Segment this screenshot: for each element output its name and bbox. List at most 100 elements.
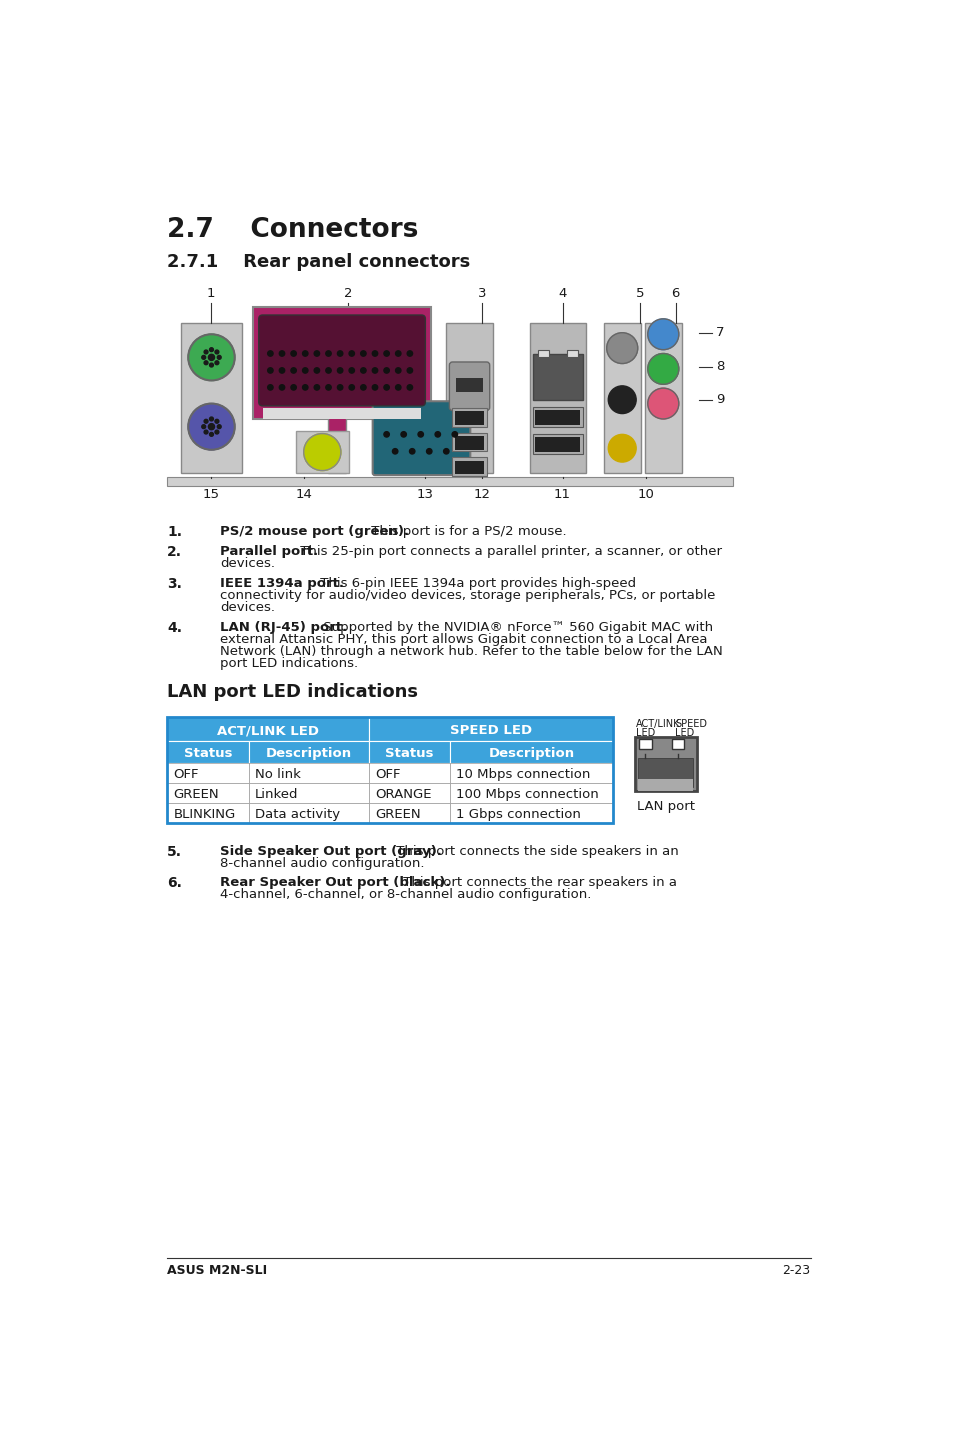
Text: 4.: 4. bbox=[167, 621, 182, 634]
Text: This port is for a PS/2 mouse.: This port is for a PS/2 mouse. bbox=[366, 525, 565, 538]
Text: Status: Status bbox=[385, 748, 434, 761]
Bar bbox=[644, 322, 681, 473]
Circle shape bbox=[325, 368, 331, 372]
Circle shape bbox=[372, 385, 377, 390]
Text: 14: 14 bbox=[294, 489, 312, 502]
Text: 6: 6 bbox=[671, 286, 679, 299]
Text: 100 Mbps connection: 100 Mbps connection bbox=[456, 788, 598, 801]
Text: Linked: Linked bbox=[254, 788, 298, 801]
Circle shape bbox=[291, 351, 296, 357]
Text: SPEED: SPEED bbox=[674, 719, 706, 729]
Circle shape bbox=[214, 430, 218, 434]
Circle shape bbox=[608, 385, 636, 414]
Text: This port connects the rear speakers in a: This port connects the rear speakers in … bbox=[398, 876, 676, 890]
Circle shape bbox=[204, 361, 208, 365]
Text: 15: 15 bbox=[202, 489, 219, 502]
Circle shape bbox=[302, 385, 308, 390]
Text: Description: Description bbox=[488, 748, 574, 761]
Circle shape bbox=[314, 351, 319, 357]
Circle shape bbox=[279, 368, 284, 372]
Circle shape bbox=[208, 424, 214, 430]
Circle shape bbox=[435, 431, 440, 437]
Text: 1 Gbps connection: 1 Gbps connection bbox=[456, 808, 580, 821]
Text: GREEN: GREEN bbox=[375, 808, 420, 821]
Text: Side Speaker Out port (gray).: Side Speaker Out port (gray). bbox=[220, 844, 441, 857]
Circle shape bbox=[383, 351, 389, 357]
Bar bbox=[535, 410, 579, 426]
Circle shape bbox=[279, 385, 284, 390]
Circle shape bbox=[291, 385, 296, 390]
Bar bbox=[533, 354, 582, 400]
Bar bbox=[450, 802, 612, 823]
Text: Rear Speaker Out port (black).: Rear Speaker Out port (black). bbox=[220, 876, 450, 890]
Bar bbox=[167, 782, 249, 802]
Circle shape bbox=[214, 349, 218, 354]
Bar bbox=[537, 349, 548, 358]
Text: 2.: 2. bbox=[167, 545, 182, 559]
Circle shape bbox=[202, 355, 206, 360]
Text: SPEED LED: SPEED LED bbox=[449, 725, 532, 738]
Bar bbox=[249, 764, 369, 782]
Circle shape bbox=[188, 404, 234, 450]
Text: BLINKING: BLINKING bbox=[173, 808, 235, 821]
Circle shape bbox=[426, 449, 432, 454]
Circle shape bbox=[302, 368, 308, 372]
Bar bbox=[167, 716, 612, 823]
Text: 3: 3 bbox=[477, 286, 486, 299]
Text: 3.: 3. bbox=[167, 577, 182, 591]
Circle shape bbox=[349, 385, 355, 390]
Bar bbox=[249, 742, 369, 764]
Circle shape bbox=[407, 385, 412, 390]
Bar bbox=[567, 349, 578, 358]
Circle shape bbox=[302, 351, 308, 357]
Bar bbox=[295, 430, 348, 473]
Text: No link: No link bbox=[254, 768, 300, 781]
Circle shape bbox=[360, 368, 366, 372]
Circle shape bbox=[417, 431, 423, 437]
Circle shape bbox=[452, 431, 457, 437]
Circle shape bbox=[360, 351, 366, 357]
Text: ASUS M2N-SLI: ASUS M2N-SLI bbox=[167, 1264, 267, 1277]
Circle shape bbox=[217, 424, 221, 429]
Circle shape bbox=[395, 351, 400, 357]
Bar bbox=[446, 322, 493, 473]
Bar bbox=[369, 716, 612, 742]
Circle shape bbox=[372, 368, 377, 372]
Circle shape bbox=[217, 355, 221, 360]
Text: devices.: devices. bbox=[220, 601, 274, 614]
Circle shape bbox=[204, 349, 208, 354]
Circle shape bbox=[337, 385, 342, 390]
Circle shape bbox=[214, 420, 218, 423]
Bar bbox=[671, 739, 683, 749]
Bar bbox=[181, 322, 241, 473]
Circle shape bbox=[372, 351, 377, 357]
Bar bbox=[253, 308, 431, 418]
Circle shape bbox=[210, 433, 213, 436]
Bar bbox=[450, 782, 612, 802]
Circle shape bbox=[279, 351, 284, 357]
Text: 10: 10 bbox=[638, 489, 654, 502]
Text: port LED indications.: port LED indications. bbox=[220, 657, 357, 670]
Bar bbox=[369, 802, 450, 823]
Bar bbox=[535, 437, 579, 452]
Circle shape bbox=[202, 424, 206, 429]
Bar bbox=[530, 322, 585, 473]
Bar bbox=[450, 742, 612, 764]
Text: connectivity for audio/video devices, storage peripherals, PCs, or portable: connectivity for audio/video devices, st… bbox=[220, 590, 715, 603]
Text: 1.: 1. bbox=[167, 525, 182, 539]
Circle shape bbox=[208, 354, 214, 361]
Text: 6.: 6. bbox=[167, 876, 182, 890]
Bar bbox=[167, 802, 249, 823]
Text: 11: 11 bbox=[554, 489, 571, 502]
Bar bbox=[634, 736, 696, 791]
Text: Data activity: Data activity bbox=[254, 808, 339, 821]
Circle shape bbox=[647, 388, 679, 418]
Text: Status: Status bbox=[184, 748, 232, 761]
Text: LAN (RJ-45) port.: LAN (RJ-45) port. bbox=[220, 621, 347, 634]
Text: 4: 4 bbox=[558, 286, 566, 299]
Circle shape bbox=[407, 368, 412, 372]
Circle shape bbox=[210, 364, 213, 367]
Circle shape bbox=[349, 368, 355, 372]
Circle shape bbox=[608, 434, 636, 462]
Text: 2: 2 bbox=[343, 286, 352, 299]
